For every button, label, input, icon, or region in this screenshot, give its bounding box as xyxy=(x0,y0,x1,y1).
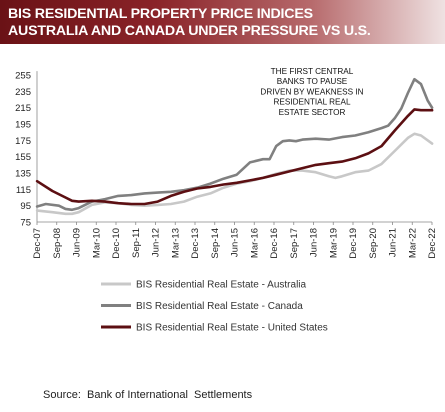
x-tick-label: Sep-14 xyxy=(210,228,221,259)
annotation-text-line: BANKS TO PAUSE xyxy=(277,77,348,86)
x-tick-label: Jun-12 xyxy=(151,228,162,257)
series-line-canada xyxy=(35,77,434,212)
y-tick-label: 235 xyxy=(15,87,31,98)
x-tick-label: Sep-20 xyxy=(368,228,379,259)
x-tick-label: Mar-22 xyxy=(407,228,418,258)
y-tick-label: 155 xyxy=(15,152,31,163)
x-tick-label: Mar-13 xyxy=(170,228,181,258)
x-tick-label: Mar-16 xyxy=(249,228,260,258)
x-tick-label: Sep-17 xyxy=(289,228,300,259)
y-tick-label: 115 xyxy=(16,185,31,196)
legend-label-canada: BIS Residential Real Estate - Canada xyxy=(136,301,303,312)
annotation-text-line: ESTATE SECTOR xyxy=(279,108,346,117)
x-tick-label: Jun-09 xyxy=(72,228,83,257)
y-tick-label: 95 xyxy=(20,201,31,212)
y-tick-label: 175 xyxy=(15,136,31,147)
x-tick-label: Mar-10 xyxy=(91,228,102,258)
x-tick-label: Dec-22 xyxy=(427,228,438,259)
series-line-united-states xyxy=(35,108,434,206)
line-chart: 75 95 115 135 155 175 195 215 235 255 Dec-07 Sep-08… xyxy=(15,67,438,334)
legend-label-united-states: BIS Residential Real Estate - United Sta… xyxy=(136,323,328,334)
x-tick-label: Sep-08 xyxy=(52,228,63,259)
x-tick-label: Dec-16 xyxy=(269,228,280,259)
x-tick-label: Dec-10 xyxy=(111,228,122,259)
y-tick-label: 215 xyxy=(15,103,31,114)
x-tick-label: Jun-21 xyxy=(388,228,399,257)
y-tick-label: 195 xyxy=(15,120,31,131)
title-banner: BIS RESIDENTIAL PROPERTY PRICE INDICES A… xyxy=(0,0,445,44)
y-tick-label: 255 xyxy=(15,71,31,82)
x-tick-label: Jun-15 xyxy=(230,228,241,257)
chart-title-line-1: BIS RESIDENTIAL PROPERTY PRICE INDICES xyxy=(8,6,313,22)
source-note: Source: Bank of International Settlement… xyxy=(43,389,253,401)
annotation-text-line: THE FIRST CENTRAL xyxy=(271,67,354,76)
x-tick-label: Sep-11 xyxy=(131,228,142,258)
x-tick-label: Mar-19 xyxy=(328,228,339,258)
legend-label-australia: BIS Residential Real Estate - Australia xyxy=(136,280,307,291)
y-tick-label: 75 xyxy=(20,218,31,229)
x-tick-label: Dec-07 xyxy=(32,228,43,259)
x-tick-label: Jun-18 xyxy=(309,228,320,257)
x-tick-label: Dec-19 xyxy=(348,228,359,259)
x-tick-label: Dec-13 xyxy=(190,228,201,259)
annotation-text-line: RESIDENTIAL REAL xyxy=(273,98,350,107)
annotation-text-line: DRIVEN BY WEAKNESS IN xyxy=(260,87,363,96)
chart-title-line-2: AUSTRALIA AND CANADA UNDER PRESSURE VS U… xyxy=(8,23,371,39)
y-tick-label: 135 xyxy=(15,169,31,180)
